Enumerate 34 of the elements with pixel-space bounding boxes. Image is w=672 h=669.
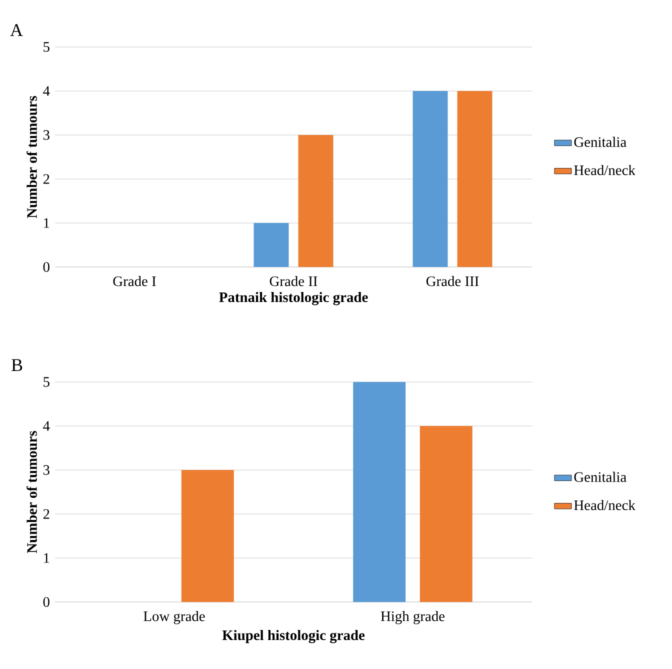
bar — [181, 470, 234, 602]
x-tick-label: High grade — [380, 610, 445, 624]
y-tick-label: 4 — [43, 86, 50, 96]
chart-title: A — [10, 24, 23, 36]
x-tick-label: Low grade — [144, 610, 205, 624]
legend-label: Head/neck — [574, 164, 636, 176]
bar — [298, 134, 334, 267]
y-tick-label: 5 — [44, 42, 50, 52]
legend-label: Genitalia — [574, 136, 626, 147]
bar — [420, 426, 472, 602]
chart-title: B — [12, 359, 22, 371]
y-tick-label: 1 — [44, 218, 50, 228]
legend-label: Genitalia — [574, 472, 626, 482]
x-axis-title: Kiupel histologic grade — [222, 630, 365, 644]
y-tick-label: 4 — [43, 421, 50, 431]
bar — [412, 90, 448, 267]
y-tick-label: 0 — [43, 597, 50, 607]
x-axis-title: Patnaik histologic grade — [219, 292, 368, 306]
x-tick-label: Grade III — [426, 276, 479, 286]
x-tick-label: Grade II — [270, 276, 318, 286]
y-axis-title: Number of tumours — [26, 430, 37, 554]
y-tick-label: 1 — [44, 553, 50, 563]
y-tick-label: 0 — [43, 262, 50, 272]
y-tick-label: 3 — [43, 465, 50, 475]
y-tick-label: 2 — [43, 174, 50, 184]
y-tick-label: 5 — [44, 377, 50, 387]
bar — [457, 90, 492, 267]
x-tick-label: Grade I — [113, 276, 156, 286]
y-tick-label: 3 — [43, 130, 50, 140]
y-axis-title: Number of tumours — [26, 96, 37, 218]
y-tick-label: 2 — [43, 509, 50, 519]
bar — [353, 382, 406, 602]
bar — [254, 222, 289, 267]
legend-label: Head/neck — [574, 500, 636, 510]
